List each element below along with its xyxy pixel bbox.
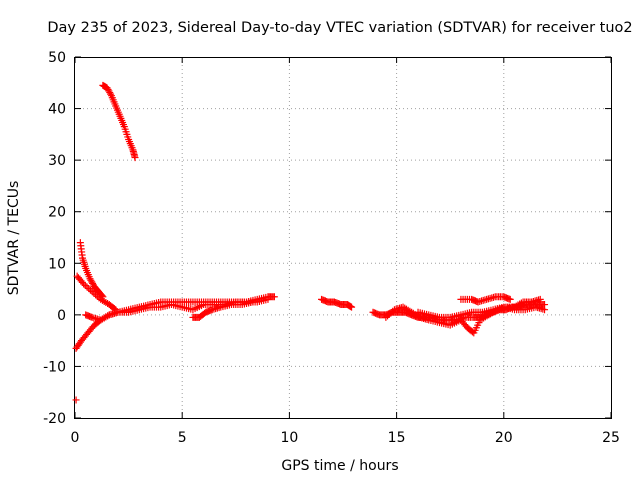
chart-title: Day 235 of 2023, Sidereal Day-to-day VTE… bbox=[47, 20, 632, 36]
data-point bbox=[87, 276, 95, 284]
x-tick-label: 25 bbox=[602, 430, 620, 446]
x-tick-label: 10 bbox=[280, 430, 298, 446]
data-point bbox=[107, 90, 115, 98]
y-tick-label: 40 bbox=[48, 102, 66, 118]
x-axis-label: GPS time / hours bbox=[281, 458, 398, 474]
data-point bbox=[384, 312, 392, 320]
data-point bbox=[105, 87, 113, 95]
data-point bbox=[83, 283, 91, 291]
data-point bbox=[387, 309, 395, 317]
data-point bbox=[88, 278, 96, 286]
data-point bbox=[382, 313, 390, 321]
data-point bbox=[104, 312, 112, 320]
data-point bbox=[78, 278, 86, 286]
data-point bbox=[90, 289, 98, 297]
y-tick-label: -10 bbox=[43, 359, 66, 375]
data-point bbox=[131, 154, 139, 162]
x-tick-label: 20 bbox=[495, 430, 513, 446]
data-point bbox=[106, 89, 114, 97]
plot-frame bbox=[74, 57, 612, 419]
data-point bbox=[536, 295, 544, 303]
data-point bbox=[89, 279, 97, 287]
y-tick-label: 0 bbox=[57, 308, 66, 324]
data-point bbox=[270, 293, 278, 301]
data-point bbox=[249, 298, 257, 306]
data-point bbox=[86, 286, 94, 294]
data-point bbox=[541, 306, 549, 314]
data-point bbox=[517, 299, 525, 307]
data-point bbox=[88, 288, 96, 296]
y-axis-label: SDTVAR / TECUs bbox=[6, 181, 22, 296]
y-tick-label: -20 bbox=[43, 411, 66, 427]
data-points bbox=[72, 81, 549, 404]
data-point bbox=[86, 275, 94, 283]
data-point bbox=[506, 295, 514, 303]
data-point bbox=[72, 396, 80, 404]
data-point bbox=[92, 291, 100, 299]
grid-lines bbox=[75, 57, 611, 418]
y-tick-label: 10 bbox=[48, 256, 66, 272]
data-point bbox=[264, 295, 272, 303]
y-tick-label: 50 bbox=[48, 50, 66, 66]
y-tick-label: 20 bbox=[48, 205, 66, 221]
data-point bbox=[85, 285, 93, 293]
data-point bbox=[93, 292, 101, 300]
data-point bbox=[104, 85, 112, 93]
y-tick-label: 30 bbox=[48, 153, 66, 169]
data-point bbox=[80, 280, 88, 288]
x-tick-label: 0 bbox=[71, 430, 80, 446]
data-point bbox=[81, 281, 89, 289]
x-tick-label: 15 bbox=[388, 430, 406, 446]
axis-ticks: 0 5 10 15 20 25 -20 -10 0 10 20 30 40 50 bbox=[43, 50, 620, 446]
data-point bbox=[385, 310, 393, 318]
data-point bbox=[103, 84, 111, 92]
x-tick-label: 5 bbox=[178, 430, 187, 446]
data-point bbox=[348, 303, 356, 311]
